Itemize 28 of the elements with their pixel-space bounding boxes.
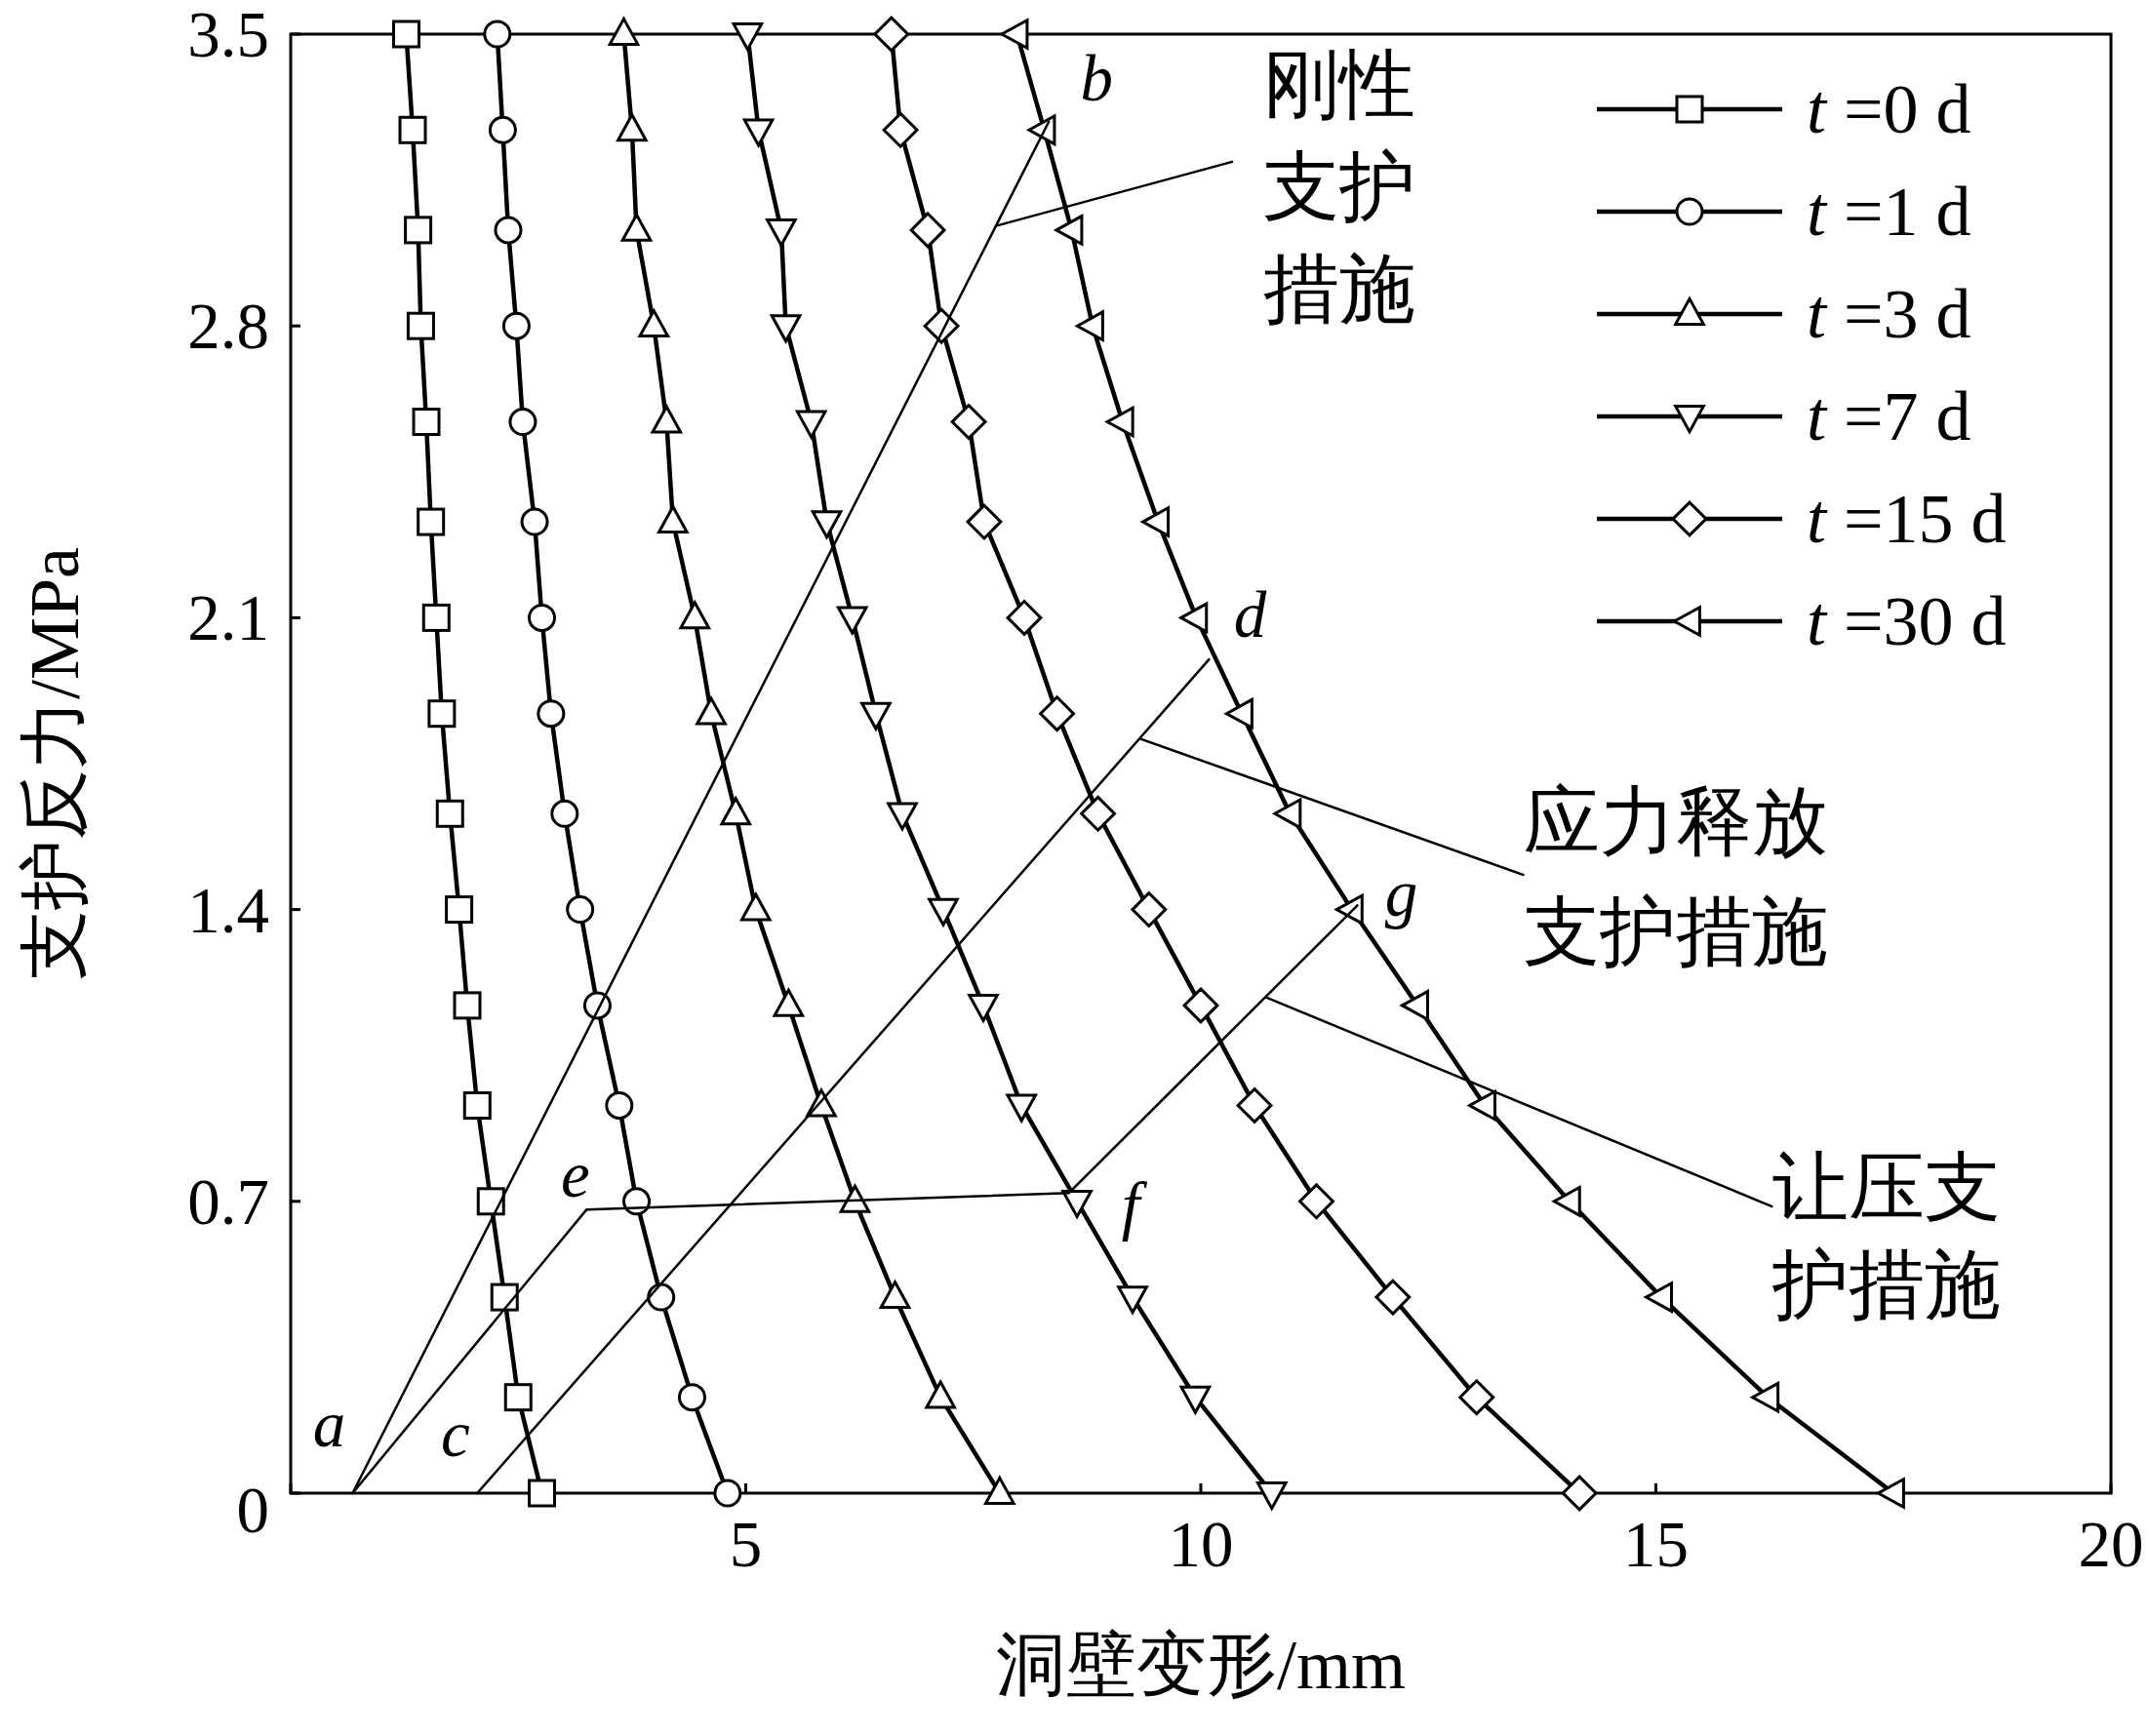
legend-label: t =7 d [1807,377,1971,455]
y-axis-title: 支护反力/MPa [16,546,94,981]
annotation: c [440,1397,470,1470]
x-tick-label: 15 [1623,1508,1689,1580]
annotation: a [312,1388,346,1461]
x-tick-label: 10 [1168,1508,1234,1580]
legend-label: t =0 d [1807,70,1971,148]
x-tick-label: 20 [2078,1508,2144,1580]
annotation: d [1233,578,1267,651]
annotation: e [561,1138,590,1211]
annotation: 应力释放支护措施 [1524,779,1829,975]
y-tick-label: 0.7 [187,1164,269,1238]
x-axis-title: 洞壁变形/mm [995,1626,1407,1704]
legend-label: t =30 d [1807,582,2007,660]
y-tick-label: 0 [236,1474,269,1546]
legend-label: t =15 d [1807,480,2007,558]
annotation: f [1121,1169,1148,1243]
annotation: 刚性支护措施 [1263,41,1416,332]
y-tick-label: 3.5 [187,0,269,70]
annotation: 让压支护措施 [1771,1145,2002,1328]
legend-label: t =1 d [1807,173,1971,251]
x-tick-label: 5 [729,1508,763,1580]
y-tick-label: 2.1 [187,581,269,654]
y-tick-label: 1.4 [187,873,269,946]
annotation: g [1384,857,1418,930]
y-tick-label: 2.8 [187,290,269,363]
legend-label: t =3 d [1807,275,1971,353]
annotation: b [1080,42,1114,115]
